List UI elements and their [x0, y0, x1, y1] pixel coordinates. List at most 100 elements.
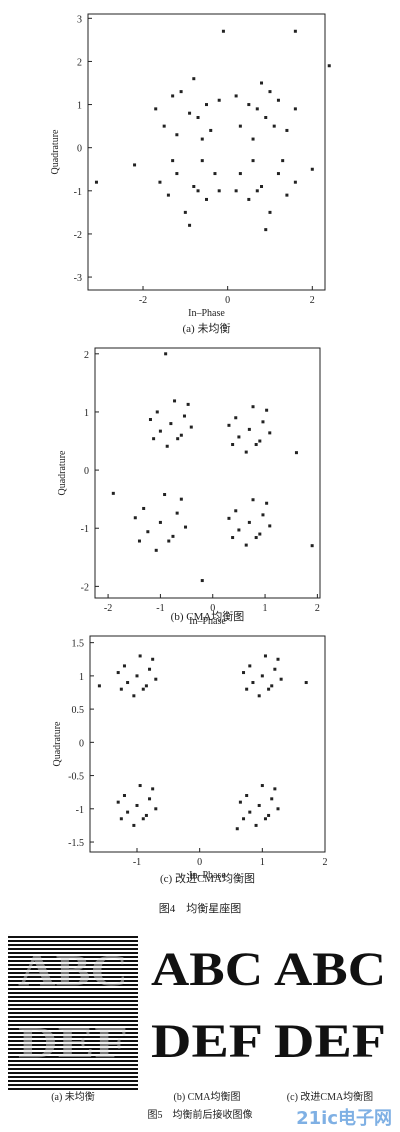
- point: [244, 543, 248, 547]
- point: [231, 536, 235, 540]
- point: [235, 827, 239, 831]
- point: [116, 800, 120, 804]
- point: [152, 437, 156, 441]
- point: [227, 423, 231, 427]
- point: [257, 694, 261, 698]
- point: [285, 128, 289, 132]
- point: [183, 210, 187, 214]
- point: [260, 674, 264, 678]
- point: [293, 180, 297, 184]
- point: [248, 810, 252, 814]
- point: [163, 493, 167, 497]
- point: [268, 210, 272, 214]
- point: [167, 539, 171, 543]
- point: [293, 29, 297, 33]
- point: [141, 817, 145, 821]
- point: [251, 405, 255, 409]
- point: [263, 654, 267, 658]
- point: [175, 511, 179, 515]
- point: [179, 90, 183, 94]
- point: [268, 90, 272, 94]
- image-text: DEF: [274, 1015, 386, 1068]
- caption: (c) 改进CMA均衡图: [160, 871, 255, 885]
- y-tick-label: -1: [74, 187, 82, 198]
- y-tick-label: 0: [79, 738, 84, 749]
- point: [213, 172, 217, 176]
- point: [251, 681, 255, 685]
- point: [166, 193, 170, 197]
- point: [155, 410, 159, 414]
- point: [237, 528, 241, 532]
- point: [141, 687, 145, 691]
- point: [237, 435, 241, 439]
- point: [242, 817, 246, 821]
- y-tick-label: 2: [77, 57, 82, 68]
- point: [251, 137, 255, 141]
- y-tick-label: 1.5: [72, 639, 85, 650]
- point: [272, 124, 276, 128]
- point: [276, 807, 280, 811]
- plot-frame: [94, 347, 321, 599]
- point: [111, 491, 115, 495]
- x-axis-label: In–Phase: [188, 308, 225, 319]
- point: [200, 579, 204, 583]
- point: [258, 439, 262, 443]
- point: [133, 516, 137, 520]
- point: [158, 520, 162, 524]
- point: [184, 525, 188, 529]
- image-caption: (c) 改进CMA均衡图: [287, 1090, 373, 1103]
- point: [205, 103, 208, 107]
- point: [264, 116, 268, 119]
- image-text: ABC: [151, 943, 263, 996]
- point: [245, 687, 249, 691]
- point: [122, 794, 126, 798]
- y-axis-label: Quadrature: [52, 721, 63, 767]
- point: [238, 800, 242, 804]
- point: [138, 784, 142, 788]
- y-tick-label: 0: [77, 144, 82, 155]
- point: [148, 667, 152, 671]
- x-tick-label: 2: [310, 295, 315, 306]
- y-tick-label: -3: [74, 273, 82, 284]
- point: [255, 107, 259, 111]
- point: [273, 667, 277, 671]
- point: [175, 133, 179, 137]
- x-axis-label: In–Phase: [189, 870, 226, 881]
- point: [234, 189, 238, 193]
- y-tick-label: 0: [84, 466, 89, 477]
- image-text: DEF: [18, 1018, 128, 1067]
- y-tick-label: -1.5: [68, 838, 84, 849]
- point: [151, 657, 155, 661]
- point: [268, 524, 272, 528]
- point: [164, 352, 168, 356]
- watermark: 21ic电子网: [296, 1107, 392, 1129]
- point: [263, 817, 267, 821]
- point: [234, 94, 238, 98]
- point: [116, 671, 120, 675]
- y-tick-label: -0.5: [68, 772, 84, 783]
- point: [251, 498, 255, 502]
- point: [94, 180, 98, 184]
- point: [264, 228, 268, 232]
- point: [327, 64, 331, 68]
- point: [209, 128, 213, 132]
- point: [171, 159, 175, 163]
- point: [154, 107, 158, 111]
- point: [192, 185, 196, 188]
- point: [260, 784, 264, 788]
- point: [257, 803, 261, 807]
- point: [231, 443, 235, 447]
- point: [217, 189, 221, 193]
- point: [154, 677, 158, 681]
- point: [135, 674, 139, 678]
- caption: (b) CMA均衡图: [171, 610, 245, 623]
- point: [221, 29, 225, 33]
- x-tick-label: 2: [315, 603, 320, 614]
- point: [119, 687, 123, 691]
- point: [238, 124, 242, 128]
- point: [179, 497, 183, 501]
- point: [162, 124, 166, 128]
- y-tick-label: 1: [84, 408, 89, 419]
- y-tick-label: 3: [77, 14, 82, 25]
- point: [255, 189, 259, 193]
